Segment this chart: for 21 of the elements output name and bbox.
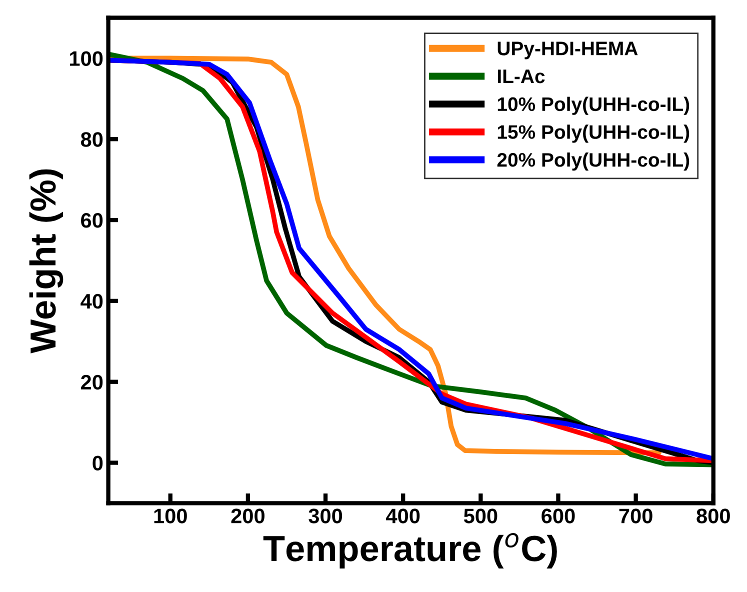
x-tick-label: 400	[386, 508, 420, 524]
x-tick-label: 700	[619, 508, 652, 524]
y-axis-title: Weight (%)	[29, 169, 64, 354]
x-tick-label: 100	[154, 508, 187, 524]
y-tick-label: 100	[70, 51, 103, 66]
legend-label: 15% Poly(UHH-co-IL)	[498, 124, 690, 143]
y-tick-label: 40	[80, 294, 103, 309]
legend-label: UPy-HDI-HEMA	[498, 42, 638, 60]
legend-label: 10% Poly(UHH-co-IL)	[498, 96, 690, 115]
x-tick-label: 600	[542, 508, 575, 524]
y-tick-label: 60	[81, 213, 103, 228]
x-tick-label: 300	[308, 508, 342, 524]
legend-label: 20% Poly(UHH-co-IL)	[497, 152, 690, 171]
y-tick-label: 80	[80, 132, 103, 147]
y-tick-label: 20	[81, 374, 103, 390]
x-tick-label: 500	[464, 508, 498, 524]
x-tick-label: 200	[231, 508, 264, 524]
x-tick-label: 800	[696, 508, 730, 524]
y-tick-label: 0	[92, 456, 103, 470]
legend-label: IL-Ac	[498, 70, 545, 84]
x-axis-title: Temperature ($^{o}$C)	[263, 533, 557, 569]
